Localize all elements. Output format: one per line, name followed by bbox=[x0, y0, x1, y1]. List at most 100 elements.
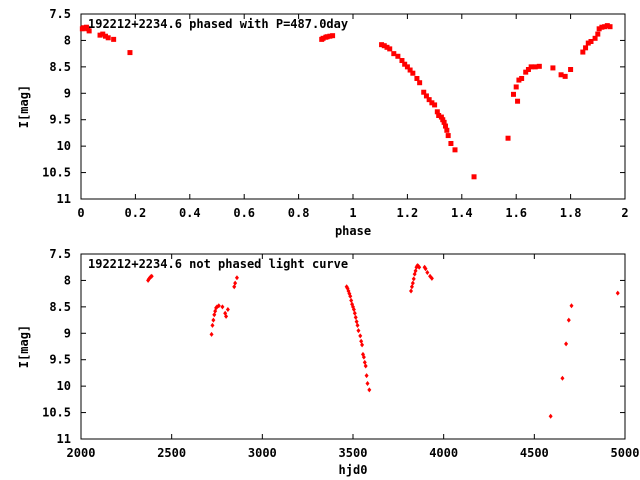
plot-frame bbox=[80, 253, 626, 440]
data-point bbox=[367, 387, 372, 393]
data-point bbox=[209, 331, 214, 337]
data-point bbox=[351, 307, 356, 312]
data-point bbox=[588, 38, 594, 44]
data-point bbox=[505, 135, 511, 141]
data-point bbox=[105, 35, 111, 41]
y-tick-label: 10 bbox=[57, 139, 71, 153]
y-tick-label: 8 bbox=[64, 33, 71, 47]
data-point bbox=[362, 359, 367, 365]
data-point bbox=[402, 61, 408, 67]
data-point bbox=[97, 32, 103, 38]
data-point bbox=[562, 73, 568, 79]
x-tick-label: 1.6 bbox=[505, 206, 527, 220]
data-point bbox=[423, 93, 429, 99]
data-point bbox=[361, 354, 366, 360]
data-point bbox=[358, 333, 363, 339]
data-point bbox=[536, 63, 542, 69]
data-point bbox=[425, 270, 430, 275]
x-tick-label: 1.4 bbox=[451, 206, 473, 220]
y-tick-label: 8.5 bbox=[49, 60, 71, 74]
data-point bbox=[391, 51, 397, 57]
data-point bbox=[417, 264, 422, 270]
data-point bbox=[352, 310, 357, 316]
data-point bbox=[381, 43, 387, 49]
data-point bbox=[429, 100, 435, 106]
data-point bbox=[548, 413, 553, 419]
data-point bbox=[411, 276, 416, 282]
data-point bbox=[220, 304, 225, 310]
data-point bbox=[519, 75, 525, 81]
y-tick-label: 8.5 bbox=[49, 300, 71, 314]
data-point bbox=[149, 273, 154, 279]
data-point bbox=[102, 33, 108, 39]
x-axis-label: hjd0 bbox=[339, 463, 368, 477]
data-point bbox=[359, 338, 364, 344]
y-axis-label: I[mag] bbox=[17, 325, 31, 368]
x-tick-label: 0 bbox=[77, 206, 84, 220]
y-tick-label: 11 bbox=[57, 192, 71, 206]
data-point bbox=[354, 319, 359, 325]
x-tick-label: 2 bbox=[621, 206, 628, 220]
data-point bbox=[423, 266, 428, 272]
data-point bbox=[426, 97, 432, 103]
y-tick-label: 9.5 bbox=[49, 353, 71, 367]
data-point bbox=[602, 24, 608, 30]
data-point bbox=[448, 141, 454, 146]
data-point bbox=[516, 77, 522, 83]
data-point bbox=[234, 275, 239, 281]
data-point bbox=[349, 298, 354, 304]
x-tick-label: 0.6 bbox=[233, 206, 255, 220]
data-point bbox=[327, 33, 333, 39]
data-point bbox=[395, 53, 401, 59]
data-point bbox=[365, 381, 370, 386]
x-tick-label: 0.4 bbox=[179, 206, 201, 220]
data-points bbox=[79, 23, 613, 180]
y-tick-label: 9 bbox=[64, 326, 71, 340]
plot-frame bbox=[80, 13, 626, 200]
data-point bbox=[585, 40, 591, 46]
data-point bbox=[417, 80, 423, 86]
data-point bbox=[387, 46, 393, 52]
data-point bbox=[210, 322, 215, 328]
data-points bbox=[146, 263, 620, 419]
data-point bbox=[510, 91, 516, 97]
data-point bbox=[407, 67, 413, 73]
data-point bbox=[569, 303, 574, 309]
data-point bbox=[224, 313, 229, 319]
y-tick-label: 7.5 bbox=[49, 247, 71, 261]
data-point bbox=[86, 28, 92, 34]
y-axis-label: I[mag] bbox=[17, 85, 31, 128]
y-tick-label: 10 bbox=[57, 379, 71, 393]
data-point bbox=[356, 328, 361, 334]
data-point bbox=[211, 317, 216, 323]
data-point bbox=[232, 284, 237, 290]
data-point bbox=[438, 114, 444, 120]
data-point bbox=[525, 67, 531, 72]
data-point bbox=[436, 112, 442, 118]
data-point bbox=[360, 342, 365, 348]
data-point bbox=[409, 288, 414, 294]
data-point bbox=[324, 34, 330, 40]
data-point bbox=[513, 84, 519, 90]
data-point bbox=[399, 58, 405, 64]
data-point bbox=[471, 174, 477, 180]
data-point bbox=[233, 280, 238, 286]
data-point bbox=[111, 36, 117, 42]
data-point bbox=[596, 26, 602, 32]
data-point bbox=[363, 363, 368, 369]
data-point bbox=[580, 49, 586, 55]
data-point bbox=[444, 127, 450, 133]
x-tick-label: 2500 bbox=[157, 446, 186, 460]
data-point bbox=[440, 117, 446, 123]
data-point bbox=[550, 65, 556, 71]
data-point bbox=[599, 24, 605, 30]
data-point bbox=[607, 24, 613, 30]
data-point bbox=[364, 373, 369, 379]
data-point bbox=[515, 98, 521, 104]
y-tick-label: 9 bbox=[64, 86, 71, 100]
data-point bbox=[212, 312, 217, 318]
data-point bbox=[379, 42, 385, 48]
x-tick-label: 4000 bbox=[429, 446, 458, 460]
data-point bbox=[348, 293, 353, 299]
axis-ticks: 2000 2500 3000 3500 4000 4500 5000 7.5 8 8.5 9 9.5 1… bbox=[42, 247, 639, 460]
